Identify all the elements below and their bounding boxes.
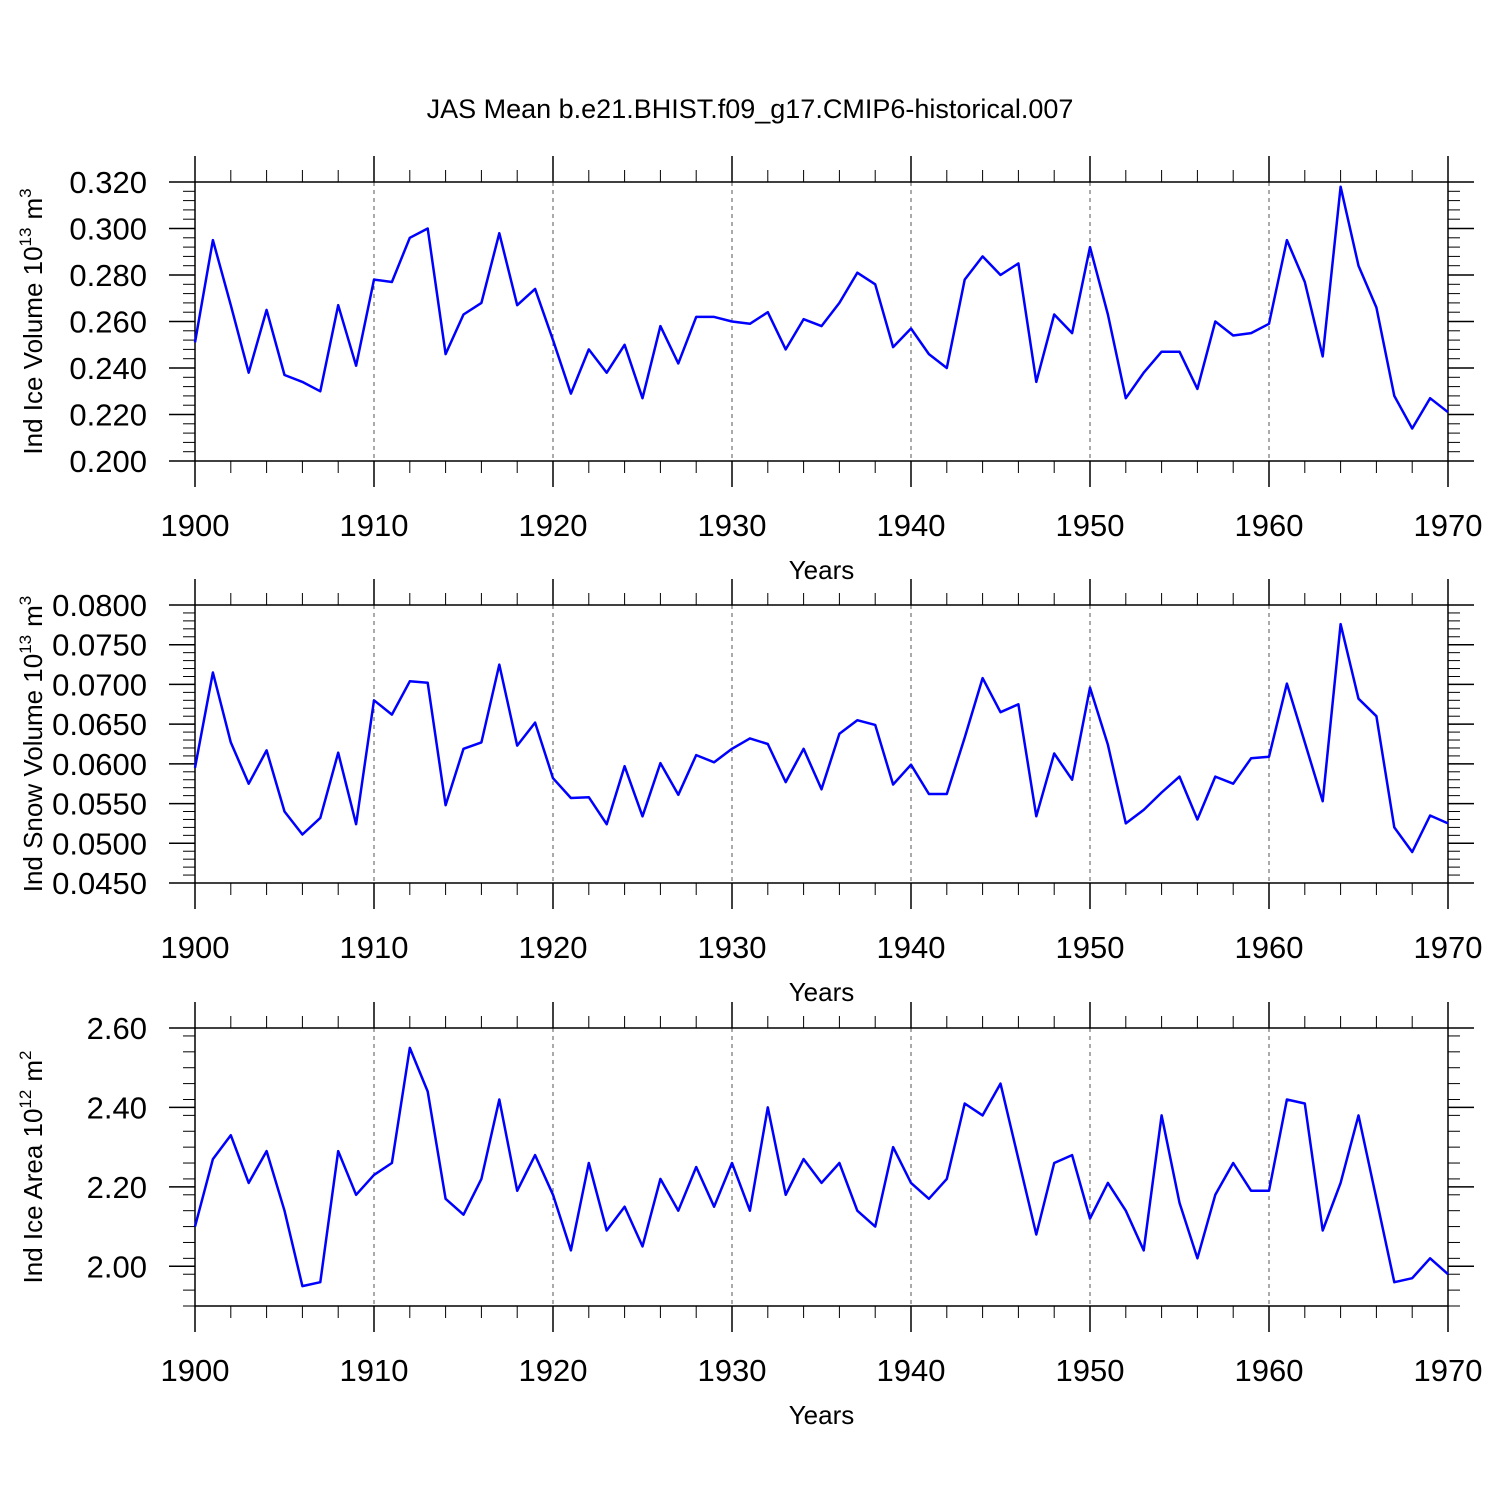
x-axis-title: Years — [789, 555, 855, 585]
y-axis-title: Ind Ice Area 1012 m2 — [16, 1051, 48, 1284]
x-tick-label: 1960 — [1235, 508, 1304, 543]
x-tick-label: 1920 — [519, 1353, 588, 1388]
y-tick-label: 0.260 — [69, 305, 147, 340]
x-tick-label: 1910 — [340, 930, 409, 965]
x-tick-label: 1930 — [698, 1353, 767, 1388]
figure-title: JAS Mean b.e21.BHIST.f09_g17.CMIP6-histo… — [427, 94, 1074, 124]
x-tick-label: 1900 — [161, 508, 230, 543]
y-tick-label: 0.240 — [69, 351, 147, 386]
y-tick-label: 0.0700 — [52, 667, 147, 702]
y-axis-title-text: Ind Ice Area 10 — [18, 1109, 48, 1284]
x-tick-label: 1930 — [698, 508, 767, 543]
x-axis-title: Years — [789, 1400, 855, 1430]
plot-frame — [194, 604, 1449, 884]
chart-panels: 1900 1910 1920 1930 1940 1950 1960 1970 0.200 0.2… — [16, 156, 1482, 1430]
y-tick-label: 0.0600 — [52, 747, 147, 782]
x-tick-label: 1920 — [519, 930, 588, 965]
y-axis-title-unit: m — [18, 198, 48, 220]
y-tick-label: 0.320 — [69, 165, 147, 200]
y-axis-title-exponent: 12 — [16, 1090, 35, 1109]
x-tick-label: 1900 — [161, 1353, 230, 1388]
chart-panel-2: 1900 1910 1920 1930 1940 1950 1960 1970 0.0450 0.… — [16, 579, 1482, 1007]
y-tick-label: 0.0650 — [52, 707, 147, 742]
x-tick-label: 1900 — [161, 930, 230, 965]
y-axis-title-exponent: 13 — [16, 228, 35, 247]
chart-panel-3: 1900 1910 1920 1930 1940 1950 1960 1970 2.00 2.20… — [16, 1002, 1482, 1430]
x-tick-label: 1910 — [340, 1353, 409, 1388]
chart-panel-1: 1900 1910 1920 1930 1940 1950 1960 1970 0.200 0.2… — [16, 156, 1482, 585]
y-tick-label: 2.40 — [87, 1090, 147, 1125]
y-tick-label: 2.00 — [87, 1249, 147, 1284]
y-axis-title-text: Ind Ice Volume 10 — [18, 246, 48, 454]
y-axis-title: Ind Snow Volume 1013 m3 — [16, 596, 48, 893]
x-tick-label: 1940 — [877, 508, 946, 543]
y-axis-title-unit-exponent: 3 — [16, 188, 35, 197]
y-axis-title-unit-exponent: 2 — [16, 1051, 35, 1060]
plot-frame — [194, 1027, 1449, 1307]
x-tick-label: 1930 — [698, 930, 767, 965]
y-axis-title-unit-exponent: 3 — [16, 596, 35, 605]
y-tick-label: 0.220 — [69, 398, 147, 433]
y-axis-title-exponent: 13 — [16, 635, 35, 654]
x-tick-label: 1970 — [1414, 1353, 1483, 1388]
y-axis-title-text: Ind Snow Volume 10 — [18, 654, 48, 893]
y-tick-label: 0.280 — [69, 258, 147, 293]
x-tick-label: 1940 — [877, 930, 946, 965]
x-tick-label: 1960 — [1235, 1353, 1304, 1388]
x-tick-label: 1910 — [340, 508, 409, 543]
y-tick-label: 2.60 — [87, 1011, 147, 1046]
y-axis-title: Ind Ice Volume 1013 m3 — [16, 188, 48, 454]
x-tick-label: 1970 — [1414, 508, 1483, 543]
x-tick-label: 1950 — [1056, 508, 1125, 543]
y-tick-label: 0.0500 — [52, 826, 147, 861]
x-tick-label: 1950 — [1056, 1353, 1125, 1388]
y-tick-label: 0.0450 — [52, 866, 147, 901]
x-tick-label: 1970 — [1414, 930, 1483, 965]
y-tick-label: 0.0750 — [52, 628, 147, 663]
x-tick-label: 1950 — [1056, 930, 1125, 965]
y-tick-label: 2.20 — [87, 1170, 147, 1205]
x-tick-label: 1920 — [519, 508, 588, 543]
y-tick-label: 0.0550 — [52, 787, 147, 822]
y-tick-label: 0.200 — [69, 444, 147, 479]
x-tick-label: 1940 — [877, 1353, 946, 1388]
y-axis-title-unit: m — [18, 1060, 48, 1082]
x-tick-label: 1960 — [1235, 930, 1304, 965]
y-axis-title-unit: m — [18, 605, 48, 627]
x-axis-title: Years — [789, 977, 855, 1007]
y-tick-label: 0.300 — [69, 212, 147, 247]
y-tick-label: 0.0800 — [52, 588, 147, 623]
